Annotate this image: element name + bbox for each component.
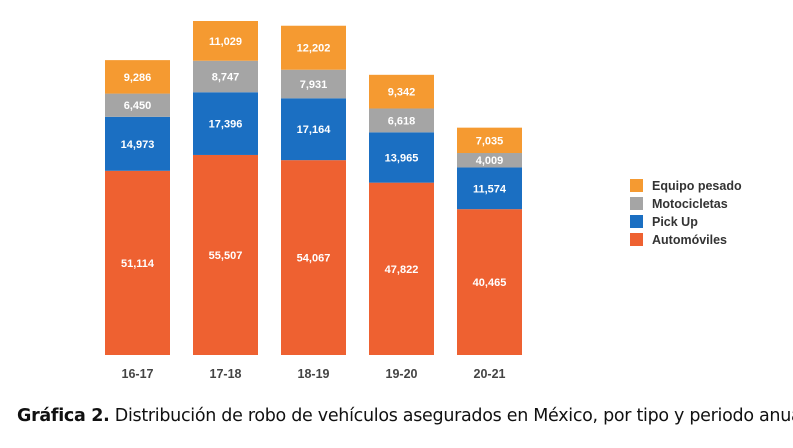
data-label: 54,067: [297, 253, 331, 265]
legend-label: Motocicletas: [652, 197, 728, 211]
bar-segment-automoviles: [105, 170, 170, 355]
x-tick-label: 17-18: [210, 367, 242, 381]
legend-label: Equipo pesado: [652, 179, 742, 193]
data-label: 7,035: [476, 135, 504, 147]
legend-swatch: [630, 197, 643, 210]
bar-segment-pick-up: [281, 98, 346, 161]
legend-swatch: [630, 215, 643, 228]
data-label: 7,931: [300, 79, 328, 91]
legend-swatch: [630, 233, 643, 246]
data-label: 6,618: [388, 115, 416, 127]
bar-segment-equipo-pesado: [193, 21, 258, 61]
bar-segment-motocicletas: [105, 93, 170, 117]
data-label: 4,009: [476, 155, 504, 167]
data-label: 11,029: [209, 36, 242, 48]
figure-caption: Gráfica 2. Distribución de robo de vehíc…: [17, 404, 793, 426]
bar-segment-automoviles: [369, 182, 434, 355]
data-label: 14,973: [121, 139, 155, 151]
bar-segment-equipo-pesado: [457, 127, 522, 154]
bar-segment-equipo-pesado: [281, 25, 346, 70]
bar-segment-automoviles: [457, 209, 522, 355]
x-tick-label: 18-19: [298, 367, 330, 381]
caption-text: Distribución de robo de vehículos asegur…: [109, 406, 793, 426]
bar-segment-motocicletas: [281, 69, 346, 99]
x-tick-label: 16-17: [122, 367, 154, 381]
data-label: 6,450: [124, 100, 152, 112]
data-label: 9,342: [388, 87, 416, 99]
data-label: 8,747: [212, 72, 240, 84]
legend-label: Automóviles: [652, 233, 727, 247]
stacked-bar-chart: 51,114 14,973 6,450 9,286 16-17 55,507 17,396 8…: [105, 21, 742, 381]
x-tick-label: 20-21: [474, 367, 506, 381]
data-label: 11,574: [473, 183, 507, 195]
caption-label: Gráfica 2.: [17, 406, 110, 426]
data-label: 12,202: [297, 43, 331, 55]
data-label: 17,396: [209, 119, 243, 131]
data-label: 9,286: [124, 72, 152, 84]
bar-segment-pick-up: [193, 92, 258, 155]
legend-label: Pick Up: [652, 215, 698, 229]
bar-segment-automoviles: [193, 154, 258, 355]
bar-segment-pick-up: [369, 132, 434, 183]
bar-segment-pick-up: [457, 167, 522, 210]
data-label: 51,114: [121, 258, 155, 270]
data-label: 13,965: [385, 152, 419, 164]
bar-segment-equipo-pesado: [369, 74, 434, 109]
bar-segment-automoviles: [281, 160, 346, 355]
bar-segment-motocicletas: [193, 60, 258, 93]
data-label: 17,164: [297, 124, 332, 136]
bar-segment-motocicletas: [457, 153, 522, 168]
data-label: 55,507: [209, 250, 243, 262]
legend-swatch: [630, 179, 643, 192]
data-label: 40,465: [473, 277, 507, 289]
bar-segment-motocicletas: [369, 108, 434, 133]
bar-segment-equipo-pesado: [105, 60, 170, 94]
bar-segment-pick-up: [105, 116, 170, 171]
x-tick-label: 19-20: [386, 367, 418, 381]
data-label: 47,822: [385, 264, 419, 276]
